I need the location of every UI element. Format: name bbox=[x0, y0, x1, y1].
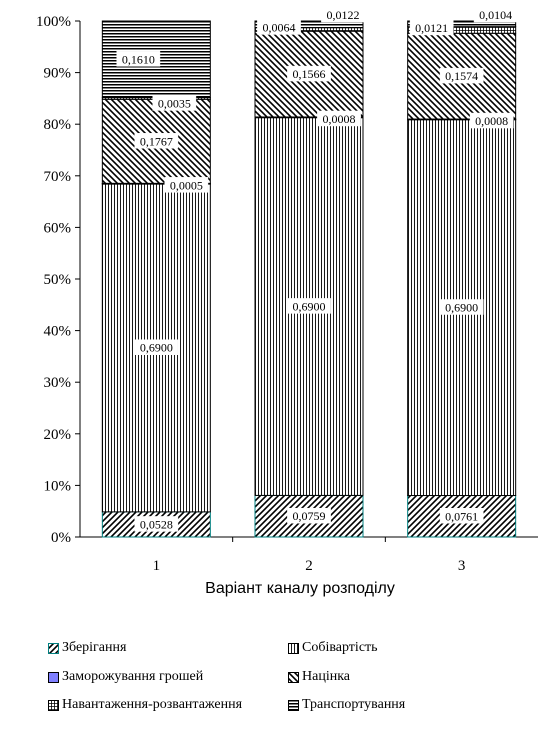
data-label: 0,0759 bbox=[293, 509, 326, 523]
data-label: 0,0005 bbox=[170, 178, 203, 192]
legend-swatch bbox=[288, 671, 299, 683]
y-tick-label: 10% bbox=[44, 478, 72, 494]
data-label: 0,0008 bbox=[323, 112, 356, 126]
data-label-bg bbox=[473, 6, 518, 23]
data-label-bg bbox=[321, 6, 365, 23]
data-label: 0,0104 bbox=[479, 8, 512, 22]
y-tick-label: 20% bbox=[44, 427, 72, 443]
data-label-bg bbox=[134, 516, 179, 532]
data-label-bg bbox=[134, 133, 179, 149]
legend-item: Зберігання bbox=[48, 640, 126, 656]
data-label-bg bbox=[439, 67, 484, 84]
y-tick-label: 0% bbox=[51, 530, 71, 546]
legend-swatch bbox=[288, 699, 299, 711]
legend-label: Зберігання bbox=[62, 640, 127, 655]
data-label-bg bbox=[439, 508, 484, 524]
data-label: 0,6900 bbox=[293, 299, 326, 313]
data-label: 0,0528 bbox=[140, 517, 173, 531]
legend-item: Навантаження-розвантаження bbox=[48, 697, 242, 713]
y-tick-label: 60% bbox=[44, 220, 72, 236]
data-label-bg bbox=[439, 299, 484, 315]
legend-label: Навантаження-розвантаження bbox=[62, 697, 243, 712]
legend-label: Заморожування грошей bbox=[62, 669, 204, 684]
data-label-bg bbox=[257, 19, 301, 35]
data-label-bg bbox=[287, 65, 331, 82]
legend-swatch bbox=[48, 642, 59, 654]
data-label-bg bbox=[409, 19, 454, 36]
data-label: 0,0035 bbox=[158, 96, 191, 110]
bar-segment bbox=[407, 20, 517, 28]
legend-label: Собівартість bbox=[302, 640, 378, 655]
bar-segment bbox=[254, 20, 364, 29]
data-label-bg bbox=[164, 177, 209, 193]
x-axis-title: Варіант каналу розподілу bbox=[205, 580, 395, 597]
y-tick-label: 30% bbox=[44, 375, 72, 391]
legend-item: Заморожування грошей bbox=[48, 669, 203, 685]
data-label: 0,0121 bbox=[415, 21, 448, 35]
data-label: 0,1610 bbox=[122, 52, 155, 66]
legend-label: Транспортування bbox=[302, 697, 406, 712]
data-label: 0,1767 bbox=[140, 134, 173, 148]
x-tick-label: 1 bbox=[153, 558, 161, 574]
data-label-bg bbox=[287, 298, 331, 314]
data-label: 0,0064 bbox=[263, 20, 296, 34]
data-label: 0,6900 bbox=[445, 301, 478, 315]
data-label-bg bbox=[287, 507, 331, 524]
legend-item: Транспортування bbox=[288, 697, 405, 713]
legend-swatch bbox=[288, 642, 299, 654]
y-tick-label: 100% bbox=[36, 14, 71, 30]
y-tick-label: 90% bbox=[44, 66, 72, 82]
data-label-bg bbox=[152, 95, 197, 111]
data-label-bg bbox=[317, 110, 361, 127]
data-label: 0,6900 bbox=[140, 341, 173, 355]
y-tick-label: 40% bbox=[44, 324, 72, 340]
data-label-bg bbox=[469, 112, 514, 129]
data-label: 0,1566 bbox=[293, 67, 326, 81]
x-tick-label: 3 bbox=[458, 558, 466, 574]
data-label: 0,0761 bbox=[445, 509, 478, 523]
legend-label: Націнка bbox=[302, 669, 351, 684]
x-tick-label: 2 bbox=[305, 558, 313, 574]
legend-swatch bbox=[48, 699, 59, 711]
data-label: 0,1574 bbox=[445, 69, 478, 83]
legend-swatch bbox=[48, 671, 59, 683]
data-label-bg bbox=[116, 51, 161, 67]
legend-item: Собівартість bbox=[288, 640, 378, 656]
y-tick-label: 50% bbox=[44, 272, 72, 288]
y-tick-label: 70% bbox=[44, 169, 72, 185]
data-label-bg bbox=[134, 339, 179, 355]
data-label: 0,0008 bbox=[475, 114, 508, 128]
y-tick-label: 80% bbox=[44, 117, 72, 133]
data-label: 0,0122 bbox=[327, 8, 360, 22]
legend-item: Націнка bbox=[288, 669, 350, 685]
